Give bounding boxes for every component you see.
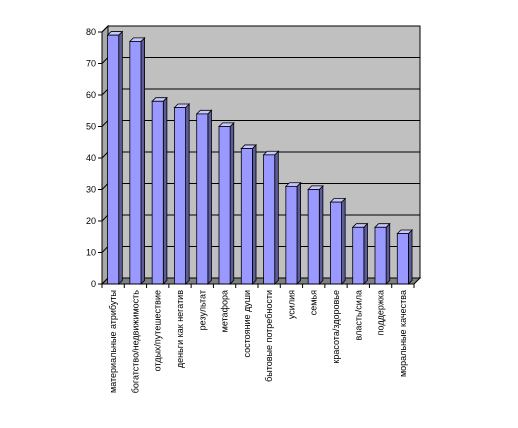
gridline-side (101, 57, 109, 64)
bar (329, 197, 347, 285)
bar-front (374, 226, 387, 285)
x-tick-label: поддержка (376, 290, 386, 335)
bar (262, 150, 280, 285)
bar-side (185, 103, 190, 285)
bar (128, 36, 146, 285)
bar-side (363, 222, 368, 285)
gridline-side (101, 120, 109, 127)
bar-side (341, 197, 346, 285)
y-tick-label: 60 (86, 90, 96, 100)
x-tick-label: усилия (286, 290, 296, 319)
y-tick-label: 30 (86, 185, 96, 195)
bar (106, 30, 124, 285)
bar (218, 121, 235, 285)
x-tick-label: материальные атрибуты (108, 290, 118, 393)
x-tick-label: деньги как негатив (175, 290, 185, 368)
x-tick-label: богатство/недвижимость (130, 290, 140, 394)
y-tick-label: 70 (86, 59, 96, 69)
gridline-side (101, 88, 109, 96)
y-tick-label: 50 (86, 122, 96, 132)
x-tick-label: красота/здоровье (331, 290, 341, 364)
y-tick-label: 0 (91, 279, 96, 289)
bar-front (240, 148, 253, 285)
bar-side (162, 96, 168, 285)
bar (173, 103, 191, 285)
bar (195, 109, 213, 285)
x-tick-label: моральные качества (398, 290, 408, 377)
bar-front (218, 126, 231, 285)
bar-side (318, 184, 324, 285)
bar (151, 96, 168, 285)
gridline-side (101, 246, 109, 253)
bar-front (307, 189, 320, 285)
gridline-side (101, 183, 109, 190)
bar-side (408, 229, 413, 285)
plot-area (100, 24, 422, 286)
bar (284, 181, 302, 285)
bars (106, 30, 413, 285)
bar-front (330, 201, 342, 285)
bar (351, 222, 369, 285)
x-tick-label: результат (197, 290, 207, 330)
bar-front (174, 107, 186, 285)
bar-side (252, 143, 257, 285)
bar (307, 184, 324, 285)
bar (374, 222, 391, 285)
y-tick-label: 10 (86, 248, 96, 258)
bar-side (140, 36, 146, 285)
plot-floor (100, 277, 422, 285)
bar-front (129, 41, 142, 285)
bar-side (207, 109, 212, 285)
gridline-side (101, 214, 109, 222)
bar-front (263, 154, 276, 285)
bar-front (352, 226, 365, 285)
bar (240, 143, 257, 285)
bar-front (107, 34, 120, 285)
y-tick-label: 20 (86, 216, 96, 226)
gridline-side (101, 25, 109, 33)
bar-side (385, 222, 391, 285)
bar-side (118, 30, 123, 285)
x-tick-label: власть/сила (353, 290, 363, 340)
x-tick-label: семья (309, 290, 319, 315)
y-axis: 0 10 20 30 40 50 60 70 80 (86, 27, 103, 289)
bar-front (196, 113, 209, 285)
bar-side (296, 181, 302, 285)
x-tick-label: отдых/путешествие (153, 290, 163, 371)
y-tick-label: 80 (86, 27, 96, 37)
bar-front (151, 100, 164, 285)
y-tick-label: 40 (86, 153, 96, 163)
bar-front (396, 233, 409, 285)
bar (396, 229, 413, 285)
bar-front (285, 185, 298, 285)
x-axis: материальные атрибуты богатство/недвижимо… (101, 283, 415, 394)
x-tick-label: состояние души (242, 290, 252, 358)
bar-side (229, 121, 235, 285)
gridline-side (101, 151, 109, 159)
x-tick-label: метафора (220, 290, 230, 332)
bar-side (274, 150, 279, 285)
x-tick-label: бытовые потребности (264, 290, 274, 382)
